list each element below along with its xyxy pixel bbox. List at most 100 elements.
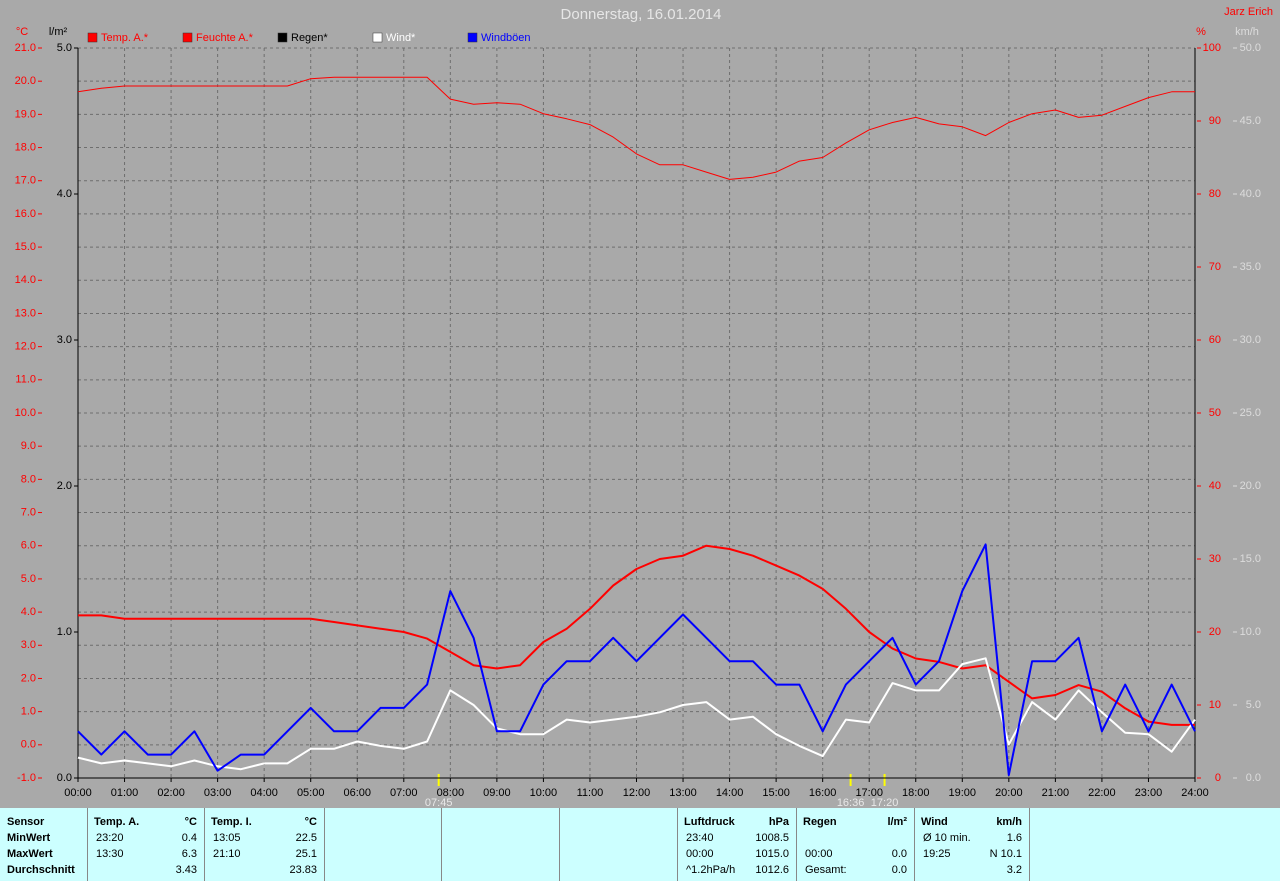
cell-value: 1015.0 [755,848,789,860]
x-tick-label: 17:00 [855,787,883,799]
y-tick-label: 3.0 [57,334,72,346]
x-tick-label: 19:00 [949,787,977,799]
y-tick-label: 50 [1209,407,1221,419]
y-tick-label: 9.0 [21,440,36,452]
y-tick-label: 90 [1209,115,1221,127]
axis-unit: km/h [1235,26,1259,38]
y-tick-label: 20 [1209,626,1221,638]
y-tick-label: 15.0 [15,241,36,253]
cell-value: 25.1 [295,848,317,860]
y-tick-label: 100 [1203,42,1221,54]
legend-label: Regen* [291,32,328,44]
y-tick-label: 13.0 [15,307,36,319]
y-tick-label: 2.0 [21,672,36,684]
cell-value: 3.2 [1006,864,1022,876]
group-header: Wind [921,816,948,828]
chart: Donnerstag, 16.01.2014 Jarz Erich °C -1.0… [15,6,1273,809]
y-tick-label: -1.0 [17,772,36,784]
cell-value: 0.0 [891,848,907,860]
row-label: MaxWert [7,848,53,860]
row-label: Durchschnitt [7,864,75,876]
cell-time: 13:05 [213,832,241,844]
legend-swatch [467,32,478,43]
x-tick-label: 23:00 [1135,787,1163,799]
x-tick-label: 24:00 [1181,787,1209,799]
y-tick-label: 5.0 [57,42,72,54]
y-tick-label: 16.0 [15,208,36,220]
cell-time: 13:30 [96,848,124,860]
y-tick-label: 30.0 [1240,334,1261,346]
y-tick-label: 70 [1209,261,1221,273]
x-tick-label: 20:00 [995,787,1023,799]
table-column [560,808,678,881]
y-tick-label: 0.0 [1246,772,1261,784]
x-tick-label: 16:00 [809,787,837,799]
legend-label: Wind* [386,32,416,44]
y-tick-label: 20.0 [1240,480,1261,492]
x-tick-label: 00:00 [64,787,92,799]
y-tick-label: 45.0 [1240,115,1261,127]
legend-label: Windböen [481,32,531,44]
cell-time: 19:25 [923,848,951,860]
group-unit: °C [184,816,197,828]
axis-unit: % [1196,26,1206,38]
table-column [442,808,560,881]
x-tick-label: 05:00 [297,787,325,799]
x-tick-label: 04:00 [250,787,278,799]
y-tick-label: 21.0 [15,42,36,54]
cell-time: Gesamt: [805,864,847,876]
table-header: Sensor [7,816,45,828]
cell-value: 0.4 [181,832,197,844]
y-tick-label: 10 [1209,699,1221,711]
cell-value: 22.5 [295,832,317,844]
y-tick-label: 2.0 [57,480,72,492]
cell-time: Ø 10 min. [923,832,971,844]
y-tick-label: 11.0 [15,374,36,386]
cell-time: 00:00 [805,848,833,860]
cell-time: 23:20 [96,832,124,844]
y-tick-label: 19.0 [15,108,36,120]
x-tick-label: 15:00 [762,787,790,799]
legend-label: Feuchte A.* [196,32,254,44]
x-tick-label: 14:00 [716,787,744,799]
group-header: Luftdruck [684,816,735,828]
legend-label: Temp. A.* [101,32,149,44]
cell-time: 21:10 [213,848,241,860]
cell-value: 6.3 [181,848,197,860]
table-column [88,808,205,881]
table-column [205,808,325,881]
table-column [797,808,915,881]
group-unit: km/h [996,816,1022,828]
group-unit: °C [304,816,317,828]
x-tick-label: 03:00 [204,787,232,799]
series-line [77,657,1196,771]
x-tick-label: 22:00 [1088,787,1116,799]
axis-unit: °C [16,26,28,38]
y-tick-label: 40.0 [1240,188,1261,200]
y-tick-label: 14.0 [15,274,36,286]
y-tick-label: 3.0 [21,639,36,651]
y-tick-label: 1.0 [57,626,72,638]
marker-label: 16:36 [837,797,865,808]
group-unit: hPa [768,816,789,828]
cell-value: 1.6 [1006,832,1022,844]
y-tick-label: 40 [1209,480,1221,492]
series-line [77,543,1196,777]
chart-title: Donnerstag, 16.01.2014 [561,6,722,23]
cell-value: 23.83 [289,864,317,876]
x-tick-label: 21:00 [1042,787,1070,799]
cell-value: 3.43 [175,864,197,876]
y-tick-label: 7.0 [21,506,36,518]
table-column [325,808,442,881]
group-unit: l/m² [887,816,907,828]
legend-swatch [277,32,288,43]
y-tick-label: 25.0 [1240,407,1261,419]
series-line [78,544,1195,726]
y-tick-label: 30 [1209,553,1221,565]
y-tick-label: 12.0 [15,341,36,353]
y-tick-label: 4.0 [21,606,36,618]
y-tick-label: 50.0 [1240,42,1261,54]
cell-value: 1008.5 [755,832,789,844]
y-tick-label: 8.0 [21,473,36,485]
